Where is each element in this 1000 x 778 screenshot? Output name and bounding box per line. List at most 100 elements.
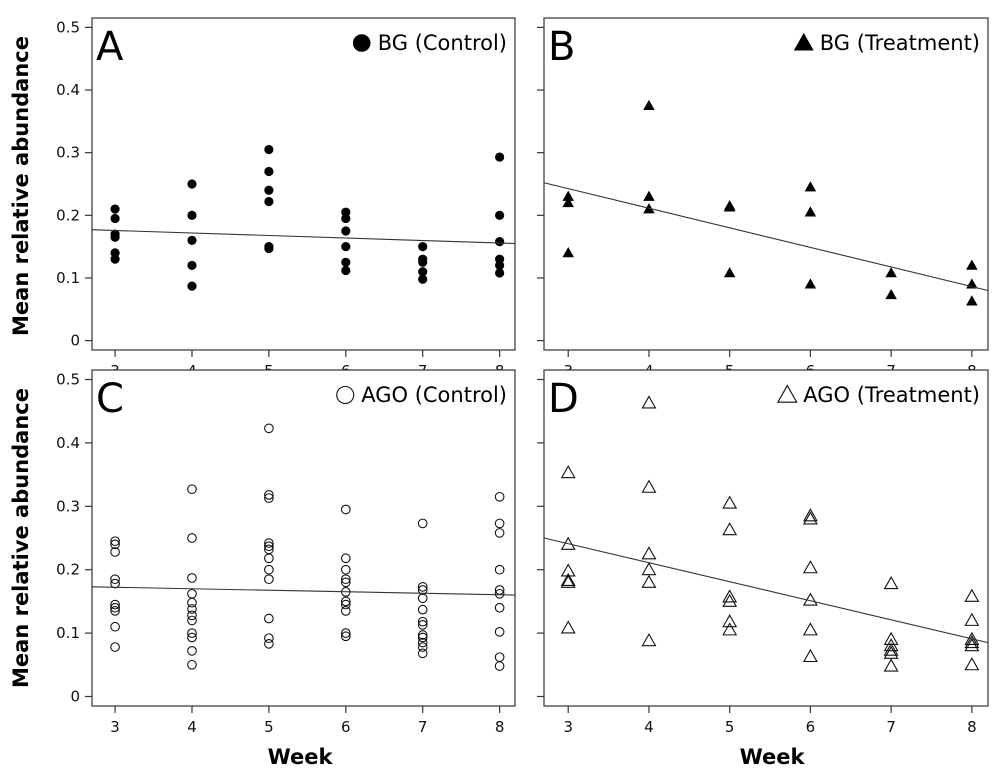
data-point xyxy=(885,289,897,300)
data-point xyxy=(110,547,120,557)
data-point xyxy=(340,628,351,638)
data-point xyxy=(964,588,980,602)
data-point xyxy=(187,281,197,291)
data-point xyxy=(340,596,351,607)
data-point xyxy=(964,638,980,652)
data-point xyxy=(641,574,657,588)
data-point xyxy=(340,577,351,588)
x-axis-title-right: Week xyxy=(740,745,806,769)
data-point xyxy=(340,504,351,515)
data-point xyxy=(966,259,978,270)
data-point xyxy=(264,493,274,503)
data-point xyxy=(964,612,980,626)
data-point xyxy=(804,206,817,217)
plot-frame xyxy=(543,369,989,707)
x-tick-label: 8 xyxy=(967,718,977,736)
data-point xyxy=(494,564,505,575)
data-point xyxy=(264,185,274,195)
data-point xyxy=(264,613,274,624)
trend-line xyxy=(91,229,516,245)
data-point xyxy=(494,602,505,613)
data-point xyxy=(802,560,818,574)
plot-frame xyxy=(91,17,516,351)
trend-line xyxy=(543,182,989,292)
data-point xyxy=(964,657,980,671)
data-point xyxy=(562,196,574,208)
data-point xyxy=(417,642,428,652)
x-tick-label: 4 xyxy=(644,718,654,736)
panel-c: 3 4 5 6 7 8 0 0.1 0.2 0.3 0.4 0.5 C AGO (Control) xyxy=(56,369,516,736)
data-point xyxy=(722,614,738,628)
plot-frame xyxy=(91,369,516,707)
data-point xyxy=(264,639,274,649)
legend: BG (Treatment) xyxy=(793,31,980,55)
y-tick-label: 0.2 xyxy=(56,561,80,579)
data-point xyxy=(418,242,428,252)
data-point xyxy=(340,599,351,610)
data-point xyxy=(110,232,120,242)
data-point xyxy=(494,588,505,599)
data-point xyxy=(110,606,120,616)
data-point xyxy=(560,465,576,479)
data-point xyxy=(187,628,197,638)
panel-letter: A xyxy=(96,24,124,70)
data-point xyxy=(187,615,197,626)
data-point xyxy=(417,593,428,604)
data-point xyxy=(494,528,505,538)
data-point xyxy=(340,606,351,616)
data-point xyxy=(340,553,351,564)
x-tick-label: 7 xyxy=(418,718,428,736)
y-tick-label: 0 xyxy=(70,332,80,350)
data-point xyxy=(187,632,197,643)
data-point xyxy=(722,622,738,636)
data-point xyxy=(495,237,505,247)
data-point xyxy=(883,658,899,672)
data-point xyxy=(802,508,818,522)
data-point xyxy=(643,99,655,110)
data-point xyxy=(187,645,197,656)
data-point xyxy=(110,621,120,632)
data-point xyxy=(722,593,738,607)
data-point xyxy=(883,645,899,659)
data-point xyxy=(341,257,351,267)
data-point xyxy=(560,536,576,550)
x-tick-label: 3 xyxy=(563,718,573,736)
data-point xyxy=(264,166,274,177)
data-point xyxy=(340,564,351,575)
data-point xyxy=(495,152,505,162)
data-point xyxy=(341,242,351,252)
data-point xyxy=(264,144,274,155)
data-point xyxy=(802,511,818,525)
y-tick-label: 0.4 xyxy=(56,81,80,99)
data-point xyxy=(187,659,197,670)
legend-label: AGO (Control) xyxy=(361,383,507,407)
data-point xyxy=(187,604,197,614)
y-tick-label: 0.4 xyxy=(56,434,80,452)
panel-letter: D xyxy=(548,376,579,422)
data-point xyxy=(110,204,120,214)
data-point xyxy=(418,274,428,284)
data-point xyxy=(417,648,428,659)
data-point xyxy=(802,592,818,606)
data-point xyxy=(722,589,738,603)
data-point xyxy=(341,226,351,236)
legend-marker xyxy=(352,34,371,52)
data-point xyxy=(264,553,274,564)
legend-label: BG (Treatment) xyxy=(820,31,980,55)
data-point xyxy=(187,484,197,495)
legend: AGO (Control) xyxy=(336,383,507,407)
panel-letter: B xyxy=(548,24,575,70)
legend-label: AGO (Treatment) xyxy=(803,383,980,407)
x-tick-label: 4 xyxy=(187,718,197,736)
data-point xyxy=(340,631,351,642)
data-point xyxy=(187,210,197,220)
x-tick-label: 3 xyxy=(110,718,120,736)
x-tick-label: 5 xyxy=(725,718,735,736)
data-point xyxy=(264,196,274,207)
data-point xyxy=(560,572,576,586)
data-point xyxy=(885,267,897,278)
data-point xyxy=(264,490,274,500)
data-point xyxy=(264,538,274,548)
x-tick-label: 7 xyxy=(886,718,896,736)
